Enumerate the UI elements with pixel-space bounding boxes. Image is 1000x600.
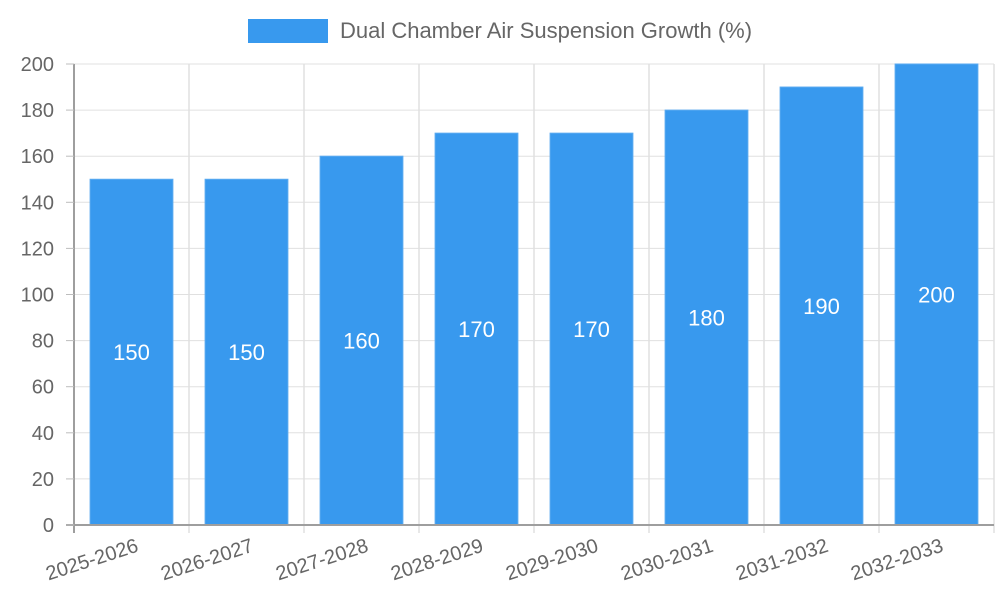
x-tick-label: 2028-2029 [388, 535, 486, 585]
y-tick-label: 80 [32, 331, 54, 353]
x-tick-label: 2031-2032 [733, 535, 831, 585]
bar-value-label: 170 [573, 317, 610, 342]
x-tick-label: 2027-2028 [273, 535, 371, 585]
x-tick-label: 2029-2030 [503, 535, 601, 585]
chart-legend: Dual Chamber Air Suspension Growth (%) [0, 18, 1000, 44]
bar[interactable] [549, 132, 634, 526]
x-tick-label: 2032-2033 [848, 535, 946, 585]
bar-value-label: 150 [228, 340, 265, 365]
legend-label[interactable]: Dual Chamber Air Suspension Growth (%) [339, 18, 753, 43]
bar[interactable] [664, 109, 749, 526]
bar[interactable] [434, 132, 519, 526]
bar-value-label: 200 [918, 283, 955, 308]
bar[interactable] [894, 63, 979, 526]
legend-swatch[interactable] [247, 19, 328, 43]
x-tick-label: 2026-2027 [158, 535, 256, 585]
y-tick-label: 40 [32, 423, 54, 445]
bars [89, 63, 979, 526]
y-tick-label: 140 [21, 192, 54, 214]
bar-value-label: 190 [803, 294, 840, 319]
y-tick-label: 20 [32, 469, 54, 491]
data-labels: 150 150 160 170 170 180 190 200 [113, 283, 955, 366]
axes [66, 64, 994, 533]
y-tick-label: 0 [43, 515, 54, 537]
y-axis-ticks: 0 20 40 60 80 100 120 140 160 180 200 [21, 54, 74, 537]
y-tick-label: 60 [32, 377, 54, 399]
y-tick-label: 120 [21, 238, 54, 260]
bar-value-label: 160 [343, 329, 380, 354]
bar[interactable] [779, 86, 864, 526]
bar-value-label: 150 [113, 340, 150, 365]
y-tick-label: 200 [21, 54, 54, 76]
x-axis-ticks: 2025-2026 2026-2027 2027-2028 2028-2029 2029… [43, 535, 946, 585]
y-tick-label: 180 [21, 100, 54, 122]
x-tick-label: 2030-2031 [618, 535, 716, 585]
bar-value-label: 180 [688, 306, 725, 331]
bar[interactable] [204, 178, 289, 526]
y-tick-label: 160 [21, 146, 54, 168]
y-tick-label: 100 [21, 285, 54, 307]
x-tick-label: 2025-2026 [43, 535, 141, 585]
bar-value-label: 170 [458, 317, 495, 342]
